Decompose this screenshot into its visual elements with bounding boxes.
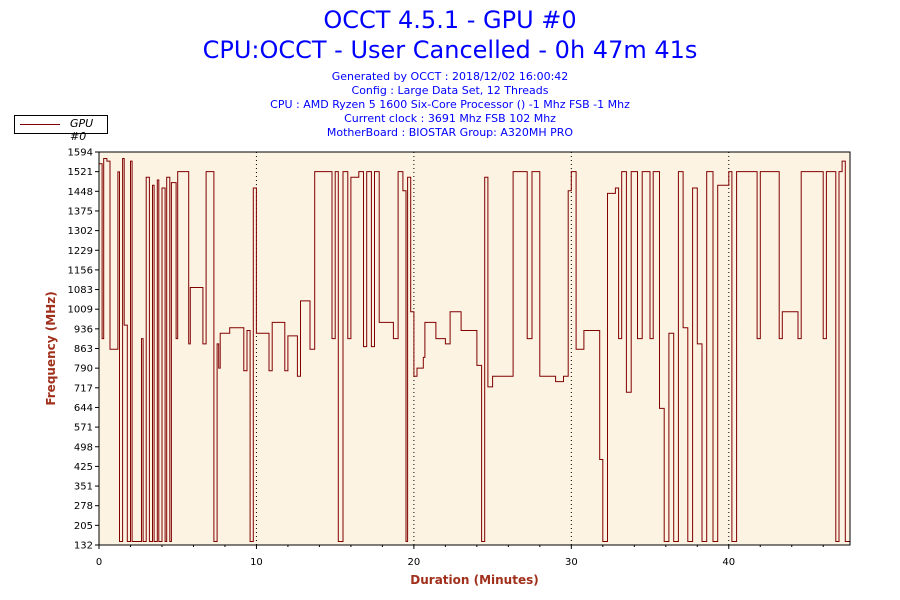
y-tick-label: 1521 (68, 167, 93, 178)
info-config: Config : Large Data Set, 12 Threads (351, 84, 549, 97)
y-tick-label: 205 (74, 521, 93, 532)
info-motherboard: MotherBoard : BIOSTAR Group: A320MH PRO (326, 126, 574, 139)
y-tick-label: 571 (74, 423, 93, 434)
y-tick-label: 790 (74, 364, 93, 375)
y-tick-label: 1302 (68, 226, 93, 237)
y-tick-label: 1083 (68, 285, 93, 296)
chart-subtitle: CPU:OCCT - User Cancelled - 0h 47m 41s (202, 36, 698, 64)
x-tick-label: 30 (565, 557, 578, 568)
y-tick-label: 498 (74, 442, 93, 453)
legend-label: GPU #0 (70, 117, 94, 143)
info-cpu: CPU : AMD Ryzen 5 1600 Six-Core Processo… (270, 98, 630, 111)
y-axis: 132 205 278 351 425 498 571 644 717 790 863 936 1009… (68, 148, 99, 552)
y-tick-label: 351 (74, 482, 93, 493)
chart-legend: GPU #0 (14, 115, 108, 143)
x-axis: 0 10 20 30 40 (96, 545, 824, 568)
y-tick-label: 717 (74, 383, 93, 394)
x-tick-label: 10 (250, 557, 263, 568)
info-generated: Generated by OCCT : 2018/12/02 16:00:42 (331, 70, 569, 83)
series-line-gpu0 (99, 158, 850, 542)
x-tick-label: 40 (722, 557, 735, 568)
y-tick-label: 425 (74, 462, 93, 473)
y-tick-label: 1375 (68, 206, 93, 217)
y-tick-label: 863 (74, 344, 93, 355)
y-axis-label: Frequency (MHz) (44, 291, 58, 405)
y-tick-label: 1594 (68, 148, 93, 159)
y-tick-label: 132 (74, 541, 93, 552)
y-tick-label: 1229 (68, 246, 93, 257)
chart-title: OCCT 4.5.1 - GPU #0 (323, 6, 577, 34)
x-tick-label: 20 (408, 557, 421, 568)
legend-swatch (20, 124, 60, 125)
x-tick-label: 0 (96, 557, 102, 568)
y-tick-label: 644 (74, 403, 93, 414)
info-clock: Current clock : 3691 Mhz FSB 102 Mhz (344, 112, 556, 125)
y-tick-label: 278 (74, 501, 93, 512)
y-tick-label: 1009 (68, 305, 93, 316)
y-tick-label: 936 (74, 324, 93, 335)
x-axis-label: Duration (Minutes) (410, 573, 538, 587)
y-tick-label: 1156 (68, 265, 93, 276)
y-tick-label: 1448 (68, 187, 93, 198)
plot-background (99, 152, 850, 545)
